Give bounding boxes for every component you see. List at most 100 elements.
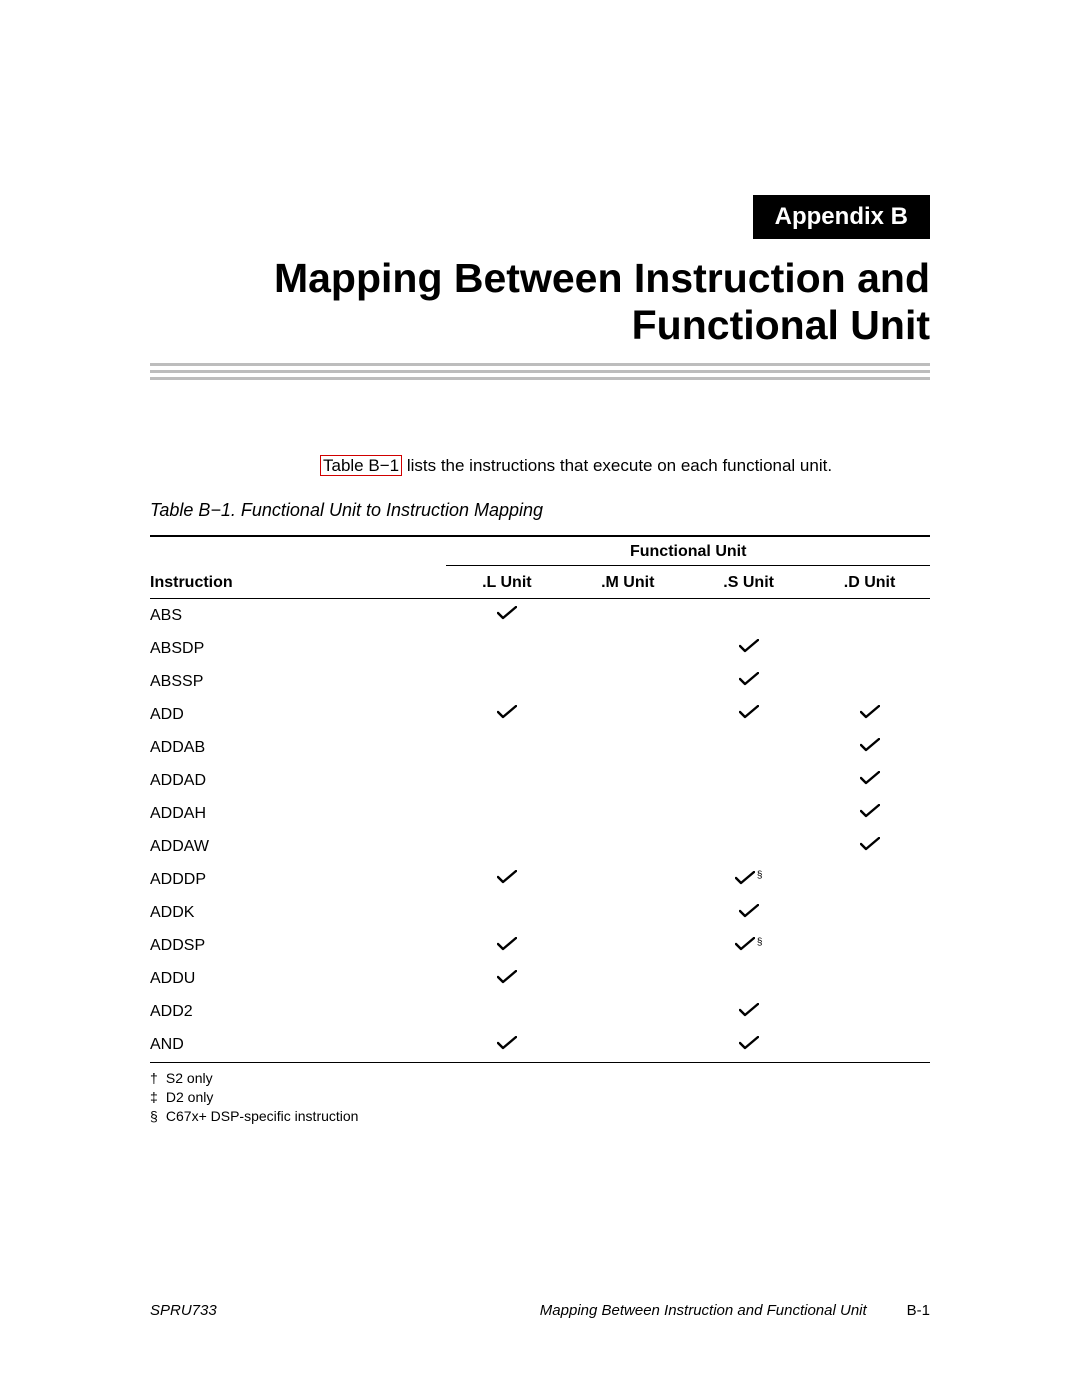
unit-cell — [446, 1029, 567, 1063]
instruction-cell: ABSDP — [150, 632, 446, 665]
footnotes: † S2 only‡ D2 only§ C67x+ DSP-specific i… — [150, 1069, 930, 1126]
unit-cell: § — [688, 863, 809, 896]
unit-cell — [688, 797, 809, 830]
footnote-text: D2 only — [162, 1089, 213, 1105]
unit-cell — [567, 764, 688, 797]
unit-cell — [567, 797, 688, 830]
table-row: ABS — [150, 599, 930, 633]
unit-cell — [809, 830, 930, 863]
footnote: † S2 only — [150, 1069, 930, 1088]
table-row: ABSSP — [150, 665, 930, 698]
col-s-unit: .S Unit — [688, 566, 809, 599]
instruction-cell: ADDAW — [150, 830, 446, 863]
col-m-unit: .M Unit — [567, 566, 688, 599]
unit-cell — [446, 731, 567, 764]
footnote-symbol: † — [150, 1069, 162, 1088]
title-line-1: Mapping Between Instruction and — [274, 255, 930, 301]
footnote-marker: § — [757, 937, 763, 948]
unit-cell — [567, 1029, 688, 1063]
unit-cell — [446, 996, 567, 1029]
table-row: ADDAD — [150, 764, 930, 797]
unit-cell — [567, 930, 688, 963]
unit-cell — [446, 897, 567, 930]
unit-cell — [567, 632, 688, 665]
check-icon — [860, 771, 880, 785]
table-caption: Table B−1. Functional Unit to Instructio… — [150, 500, 930, 521]
unit-cell — [688, 731, 809, 764]
table-ref-link[interactable]: Table B−1 — [320, 455, 402, 476]
unit-cell — [567, 963, 688, 996]
col-l-unit: .L Unit — [446, 566, 567, 599]
instruction-cell: ADDDP — [150, 863, 446, 896]
instruction-cell: ADDSP — [150, 930, 446, 963]
col-instruction: Instruction — [150, 566, 446, 599]
table-row: ADDAW — [150, 830, 930, 863]
check-icon — [497, 1036, 517, 1050]
check-icon — [860, 705, 880, 719]
unit-cell — [567, 863, 688, 896]
table-row: ADD2 — [150, 996, 930, 1029]
unit-cell — [809, 632, 930, 665]
unit-cell — [688, 996, 809, 1029]
unit-cell — [688, 698, 809, 731]
unit-cell — [567, 897, 688, 930]
unit-cell — [567, 996, 688, 1029]
unit-cell: § — [688, 930, 809, 963]
unit-cell — [446, 797, 567, 830]
instruction-cell: ABS — [150, 599, 446, 633]
table-row: ADDU — [150, 963, 930, 996]
footnote-marker: § — [757, 870, 763, 881]
footnote-text: S2 only — [162, 1070, 213, 1086]
unit-cell — [446, 930, 567, 963]
table-row: ADDAH — [150, 797, 930, 830]
unit-cell — [688, 963, 809, 996]
page-title: Mapping Between Instruction and Function… — [150, 255, 930, 349]
instruction-cell: ABSSP — [150, 665, 446, 698]
check-icon — [497, 705, 517, 719]
title-rules — [150, 363, 930, 380]
check-icon — [497, 870, 517, 884]
unit-cell — [446, 764, 567, 797]
unit-cell — [688, 632, 809, 665]
footnote-text: C67x+ DSP-specific instruction — [162, 1108, 358, 1124]
page-footer: SPRU733 Mapping Between Instruction and … — [150, 1302, 930, 1319]
check-icon — [497, 606, 517, 620]
table-row: AND — [150, 1029, 930, 1063]
unit-cell — [809, 731, 930, 764]
check-icon — [739, 672, 759, 686]
table-row: ADDK — [150, 897, 930, 930]
footer-doc-id: SPRU733 — [150, 1302, 217, 1319]
instruction-cell: ADDAD — [150, 764, 446, 797]
unit-cell — [809, 897, 930, 930]
unit-cell — [688, 599, 809, 633]
unit-cell — [567, 698, 688, 731]
unit-cell — [688, 764, 809, 797]
check-icon — [497, 937, 517, 951]
unit-cell — [688, 1029, 809, 1063]
unit-cell — [446, 665, 567, 698]
unit-cell — [567, 731, 688, 764]
group-header: Functional Unit — [446, 536, 930, 566]
unit-cell — [809, 764, 930, 797]
appendix-badge: Appendix B — [753, 195, 930, 239]
check-icon — [739, 904, 759, 918]
intro-paragraph: Table B−1 lists the instructions that ex… — [150, 456, 930, 476]
unit-cell — [809, 996, 930, 1029]
page: Appendix B Mapping Between Instruction a… — [0, 0, 1080, 1397]
unit-cell — [809, 930, 930, 963]
col-d-unit: .D Unit — [809, 566, 930, 599]
footnote-symbol: ‡ — [150, 1088, 162, 1107]
unit-cell — [688, 830, 809, 863]
instruction-cell: ADDAH — [150, 797, 446, 830]
unit-cell — [446, 863, 567, 896]
footer-section-title: Mapping Between Instruction and Function… — [540, 1302, 867, 1319]
table-row: ADD — [150, 698, 930, 731]
unit-cell — [446, 599, 567, 633]
table-row: ABSDP — [150, 632, 930, 665]
unit-cell — [688, 665, 809, 698]
check-icon — [739, 705, 759, 719]
unit-cell — [809, 797, 930, 830]
unit-cell — [446, 963, 567, 996]
footnote: ‡ D2 only — [150, 1088, 930, 1107]
unit-cell — [446, 698, 567, 731]
